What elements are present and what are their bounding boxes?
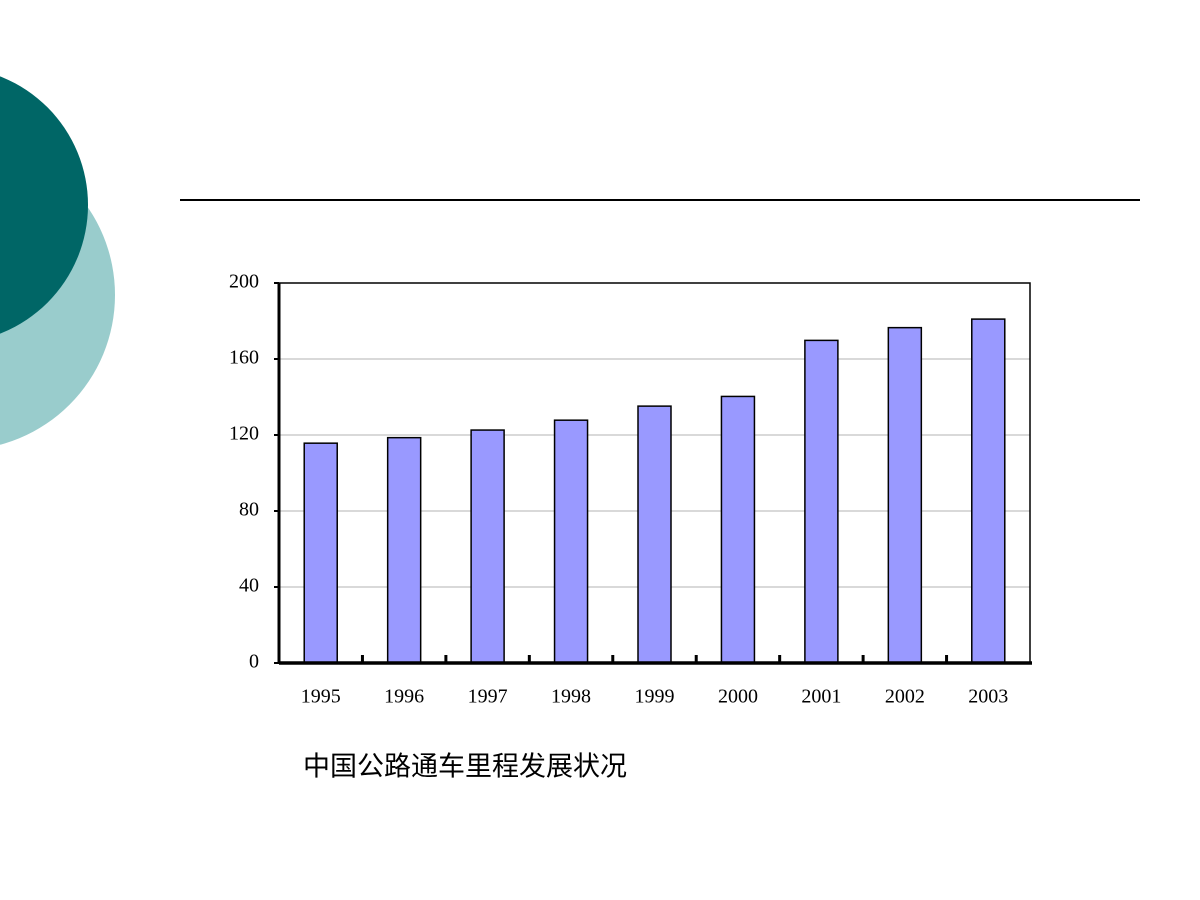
- bar: [887, 326, 923, 664]
- x-tick-label: 1997: [468, 686, 508, 708]
- bar: [637, 405, 672, 664]
- x-tick-label: 2002: [885, 686, 925, 708]
- x-tick-label: 1995: [301, 686, 341, 708]
- x-tick-label: 1999: [635, 686, 675, 708]
- x-tick-label: 2001: [801, 686, 841, 708]
- chart-title: 中国公路通车里程发展状况: [303, 752, 627, 783]
- bar: [553, 419, 589, 664]
- bar: [470, 429, 505, 664]
- plot: 0 40 80 120 160 200 1995 1996 1997 1998 1999 2000 20…: [229, 271, 1032, 708]
- bar: [720, 395, 756, 664]
- bar: [971, 318, 1006, 664]
- y-tick-label: 0: [249, 651, 259, 673]
- decor-circle: [0, 76, 88, 334]
- bar: [804, 339, 839, 664]
- y-tick-label: 160: [229, 347, 259, 369]
- x-tick-label: 2000: [718, 686, 758, 708]
- y-tick-label: 40: [239, 575, 259, 597]
- y-tick-label: 120: [229, 423, 259, 445]
- x-tick-label: 1996: [384, 686, 424, 708]
- bar: [386, 436, 422, 664]
- x-tick-label: 1998: [551, 686, 591, 708]
- y-tick-label: 80: [239, 499, 259, 521]
- y-tick-label: 200: [229, 271, 259, 293]
- x-tick-label: 2003: [968, 686, 1008, 708]
- bar: [303, 442, 338, 664]
